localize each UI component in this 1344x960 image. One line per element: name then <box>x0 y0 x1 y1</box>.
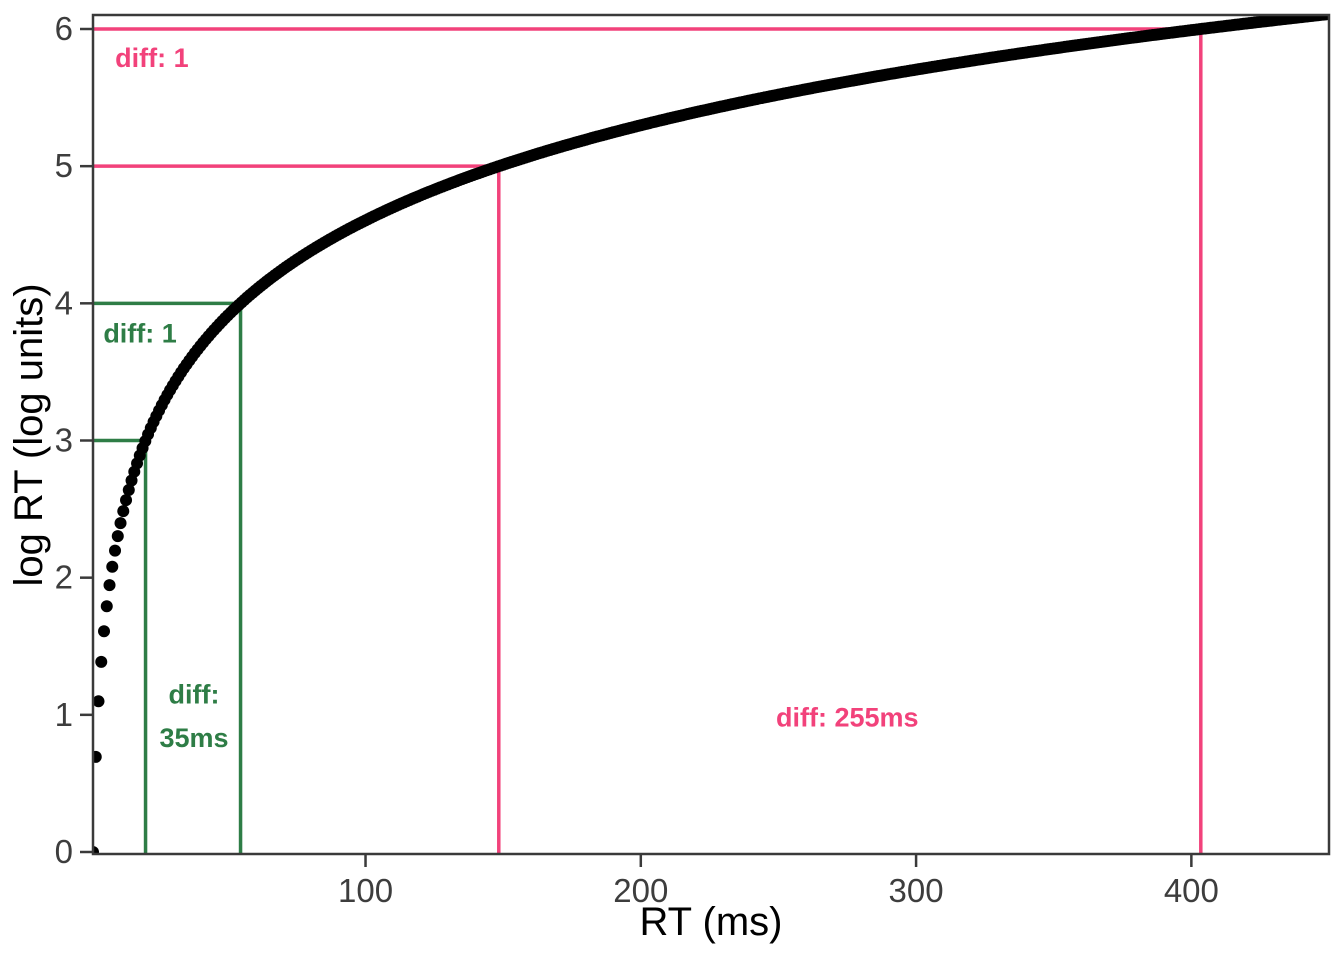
pink-diff-label: diff: 255ms <box>776 703 919 733</box>
x-tick-label: 200 <box>613 872 668 909</box>
log-curve <box>93 15 1329 854</box>
curve-point <box>100 600 113 613</box>
curve-point <box>93 695 105 708</box>
y-tick-label: 0 <box>55 833 73 870</box>
curve-point <box>120 494 133 507</box>
curve-point <box>98 625 111 638</box>
green-diff-label: diff: 1 <box>103 319 177 349</box>
annotation-labels: diff: 1 diff: 255ms diff: 1 diff: 35ms <box>103 43 918 753</box>
x-tick-label: 400 <box>1164 872 1219 909</box>
curve-point <box>122 484 135 497</box>
green-diff-label: 35ms <box>159 723 228 753</box>
curve-point <box>111 530 124 543</box>
axes: 100 200 300 400 0 1 2 3 4 5 6 <box>55 10 1219 909</box>
y-tick-label: 5 <box>55 147 73 184</box>
pink-diff-label: diff: 1 <box>115 43 189 73</box>
x-axis-title: RT (ms) <box>640 900 783 944</box>
curve-point <box>1323 15 1329 21</box>
green-diff-label: diff: <box>169 679 220 709</box>
curve-point <box>106 560 119 573</box>
curve-point <box>93 846 99 854</box>
curve-point <box>95 655 108 668</box>
x-tick-label: 100 <box>338 872 393 909</box>
curve-point <box>109 544 122 557</box>
annotation-lines <box>93 27 1203 854</box>
y-tick-label: 4 <box>55 284 73 321</box>
curve-point <box>114 517 127 530</box>
y-tick-label: 2 <box>55 559 73 596</box>
panel-border <box>91 13 1331 856</box>
curve-point <box>103 579 116 592</box>
y-axis-title: log RT (log units) <box>7 283 51 586</box>
y-tick-label: 1 <box>55 696 73 733</box>
y-tick-label: 6 <box>55 10 73 47</box>
x-tick-label: 300 <box>889 872 944 909</box>
curve-point <box>93 750 102 763</box>
y-tick-label: 3 <box>55 422 73 459</box>
curve-point <box>117 505 130 518</box>
